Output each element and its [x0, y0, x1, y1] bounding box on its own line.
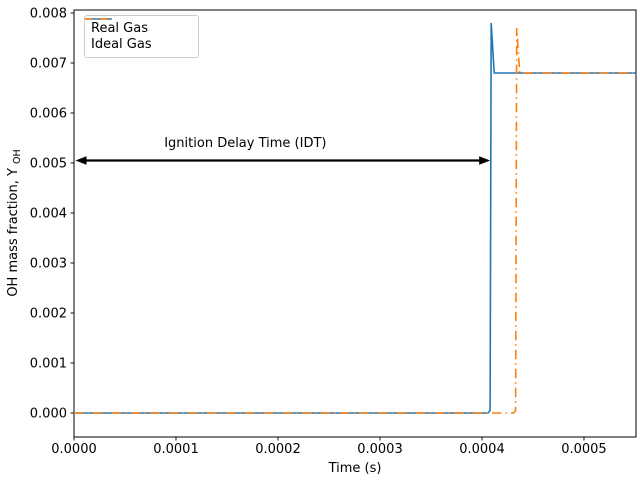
x-tick-label: 0.0001: [153, 442, 199, 457]
y-tick-label: 0.002: [30, 307, 67, 322]
legend-label-ideal-gas: Ideal Gas: [91, 37, 152, 52]
y-tick-label: 0.003: [30, 257, 67, 272]
idt-arrow-right-head-icon: [479, 156, 491, 165]
series-line-real-gas: [74, 22, 636, 414]
x-tick-label: 0.0005: [561, 442, 607, 457]
y-tick-label: 0.005: [30, 157, 67, 172]
y-axis-label-main: OH mass fraction, Y: [6, 168, 21, 297]
x-axis-label: Time (s): [328, 461, 382, 476]
y-tick-label: 0.008: [30, 7, 67, 22]
series-line-ideal-gas: [74, 27, 636, 414]
y-tick-label: 0.006: [30, 107, 67, 122]
y-tick-label: 0.001: [30, 357, 67, 372]
y-axis-ticks: 0.000 0.001 0.002 0.003 0.004 0.005 0.006 0.007…: [30, 7, 74, 422]
legend-item-real-gas: Real Gas: [85, 18, 192, 37]
y-tick-label: 0.007: [30, 57, 67, 72]
plot-area-frame: [73, 9, 637, 438]
ideal-gas-line-icon: [85, 18, 112, 20]
x-tick-label: 0.0002: [255, 442, 301, 457]
annotation-layer: Ignition Delay Time (IDT): [75, 136, 491, 165]
x-tick-label: 0.0000: [51, 442, 97, 457]
y-axis-label-subscript: OH: [12, 149, 23, 164]
y-axis-label: OH mass fraction, Y OH: [6, 149, 23, 296]
y-tick-label: 0.004: [30, 207, 67, 222]
series-lines: [74, 22, 636, 414]
x-axis-ticks: 0.0000 0.0001 0.0002 0.0003 0.0004 0.0005: [51, 437, 607, 457]
idt-annotation-text: Ignition Delay Time (IDT): [164, 136, 326, 151]
legend-item-ideal-gas: Ideal Gas: [85, 18, 192, 53]
x-tick-label: 0.0004: [459, 442, 505, 457]
idt-arrow-left-head-icon: [75, 156, 87, 165]
legend-label-real-gas: Real Gas: [91, 21, 148, 36]
x-tick-label: 0.0003: [357, 442, 403, 457]
y-tick-label: 0.000: [30, 407, 67, 422]
legend: Real Gas Ideal Gas: [84, 15, 199, 58]
